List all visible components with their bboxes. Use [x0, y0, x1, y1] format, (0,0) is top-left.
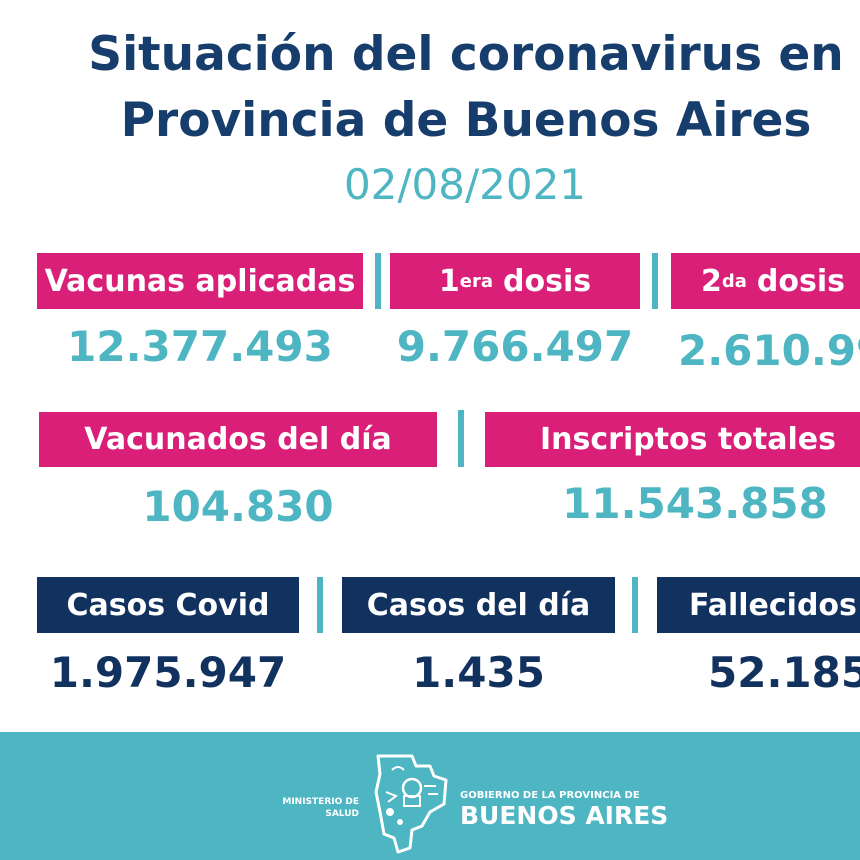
- registered-total-label: Inscriptos totales: [485, 412, 860, 467]
- first-dose-value: 9.766.497: [396, 322, 634, 371]
- registered-total-value: 11.543.858: [562, 479, 828, 528]
- separator: [652, 253, 658, 309]
- first-dose-word: dosis: [503, 263, 592, 299]
- covid-cases-value: 1.975.947: [49, 648, 287, 697]
- separator: [317, 577, 323, 633]
- second-dose-label: 2 da dosis: [671, 253, 860, 309]
- second-dose-ordinal: 2: [701, 263, 722, 299]
- title-line-1: Situación del coronavirus en: [88, 27, 844, 82]
- government-line-1: GOBIERNO DE LA PROVINCIA DE: [460, 790, 640, 801]
- cases-today-value: 1.435: [412, 648, 545, 697]
- separator: [458, 410, 464, 467]
- second-dose-value: 2.610.99: [678, 326, 860, 375]
- vaccines-applied-label: Vacunas aplicadas: [37, 253, 363, 309]
- covid-cases-label: Casos Covid: [37, 577, 299, 633]
- report-date: 02/08/2021: [343, 160, 587, 209]
- vaccines-applied-value: 12.377.493: [67, 322, 333, 371]
- ministry-logo-text: MINISTERIO DE SALUD: [265, 796, 359, 820]
- vaccinated-today-label: Vacunados del día: [39, 412, 437, 467]
- deaths-value: 52.185: [708, 648, 860, 697]
- title-line-2: Provincia de Buenos Aires: [120, 93, 812, 148]
- province-map-emblem-icon: [374, 754, 448, 854]
- footer-bar: [0, 732, 860, 860]
- ministry-line-2: SALUD: [325, 809, 359, 819]
- first-dose-label: 1 era dosis: [390, 253, 640, 309]
- vaccinated-today-value: 104.830: [142, 482, 334, 531]
- first-dose-ordinal: 1: [438, 263, 460, 299]
- government-line-2: BUENOS AIRES: [460, 801, 669, 830]
- cases-today-label: Casos del día: [342, 577, 615, 633]
- separator: [375, 253, 381, 309]
- deaths-label: Fallecidos: [657, 577, 860, 633]
- first-dose-ordinal-sup: era: [459, 270, 493, 292]
- second-dose-word: dosis: [756, 263, 845, 299]
- ministry-line-1: MINISTERIO DE: [282, 797, 359, 807]
- second-dose-ordinal-sup: da: [721, 270, 747, 292]
- separator: [632, 577, 638, 633]
